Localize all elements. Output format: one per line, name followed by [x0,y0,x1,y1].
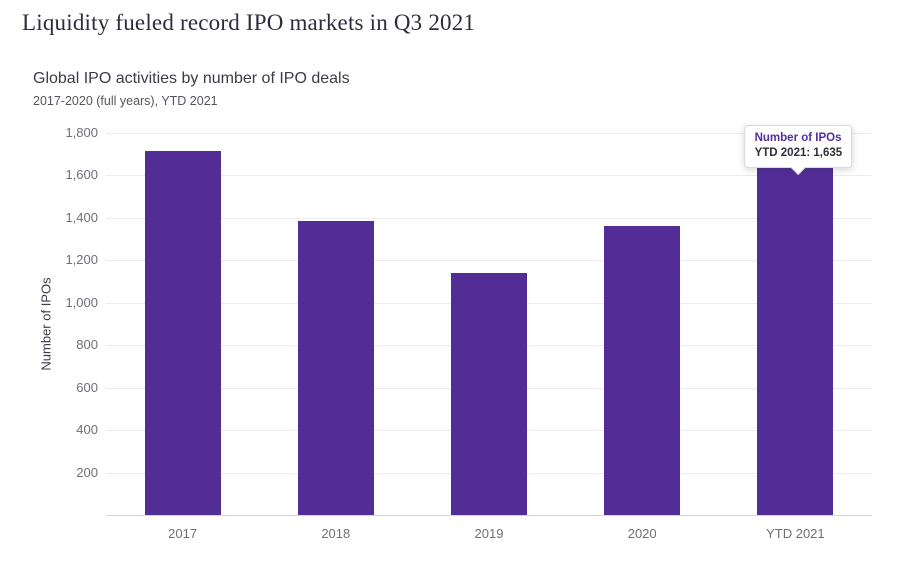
gridline [106,175,872,177]
bar-2018[interactable] [297,221,374,515]
x-tick-label: 2017 [168,526,198,541]
x-tick-label: 2020 [627,526,657,541]
y-axis-title: Number of IPOs [38,277,54,371]
tooltip-value-label: YTD 2021: 1,635 [754,147,843,160]
x-tick-label: YTD 2021 [766,526,825,541]
y-tick-label: 800 [76,337,98,353]
y-tick-label: 600 [76,379,98,395]
x-tick-label: 2018 [321,526,351,541]
tooltip: Number of IPOs YTD 2021: 1,635 [744,125,853,175]
y-tick-label: 1,800 [65,125,98,140]
chart-title: Global IPO activities by number of IPO d… [33,70,350,87]
bar-2017[interactable] [144,151,221,515]
bar-ytd-2021[interactable] [757,168,834,515]
y-tick-label: 1,400 [65,209,98,225]
gridline [106,133,872,134]
gridline [106,217,872,219]
y-tick-label: 200 [76,464,98,480]
bar-2019[interactable] [451,272,527,515]
x-axis-line [106,515,872,516]
y-tick-label: 1,600 [65,167,98,183]
page-title: Liquidity fueled record IPO markets in Q… [22,10,476,35]
bar-2020[interactable] [604,225,681,515]
tooltip-series-label: Number of IPOs [754,132,842,145]
x-tick-label: 2019 [474,526,504,541]
gridline [106,260,872,262]
y-tick-label: 1,200 [65,252,98,268]
y-tick-label: 400 [76,422,98,438]
chart-subtitle: 2017-2020 (full years), YTD 2021 [33,94,218,108]
y-tick-label: 1,000 [65,294,98,310]
